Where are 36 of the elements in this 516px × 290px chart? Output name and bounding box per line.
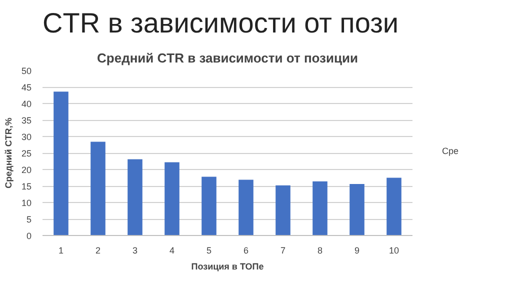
y-tick-label: 10 [21, 198, 32, 208]
bar [238, 180, 254, 236]
bar [386, 178, 402, 236]
y-tick-label: 50 [21, 66, 32, 76]
y-tick-label: 0 [26, 231, 32, 241]
bar [164, 162, 180, 236]
x-tick-label: 1 [58, 246, 64, 256]
y-tick-label: 45 [21, 82, 32, 92]
bar [350, 184, 364, 236]
y-axis-title: Средний CTR,% [3, 118, 14, 188]
y-tick-label: 40 [21, 99, 32, 109]
bar [202, 176, 216, 236]
x-tick-label: 2 [95, 246, 101, 256]
x-tick-label: 3 [132, 246, 138, 256]
bar [90, 142, 106, 236]
y-tick-label: 5 [26, 214, 32, 224]
x-tick-label: 6 [243, 246, 249, 256]
text: CTR в зависимости от пози [42, 8, 399, 38]
y-tick-label: 15 [21, 182, 32, 192]
y-tick-label: 30 [21, 132, 32, 142]
x-axis-title: Позиция в ТОПе [191, 262, 264, 272]
y-tick-label: 25 [21, 148, 32, 158]
x-tick-label: 4 [169, 246, 175, 256]
x-tick-label: 5 [206, 246, 212, 256]
chart-title: Средний CTR в зависимости от позиции [97, 50, 358, 66]
y-tick-label: 35 [21, 116, 32, 126]
bar [312, 181, 328, 236]
bar [54, 92, 68, 236]
x-tick-label: 8 [317, 246, 323, 256]
x-tick-label: 9 [354, 246, 360, 256]
bar [128, 159, 142, 236]
x-tick-label: 7 [280, 246, 286, 256]
text: Сре [442, 146, 460, 156]
bar [276, 185, 290, 236]
y-tick-label: 20 [21, 165, 32, 175]
x-tick-label: 10 [388, 246, 400, 256]
